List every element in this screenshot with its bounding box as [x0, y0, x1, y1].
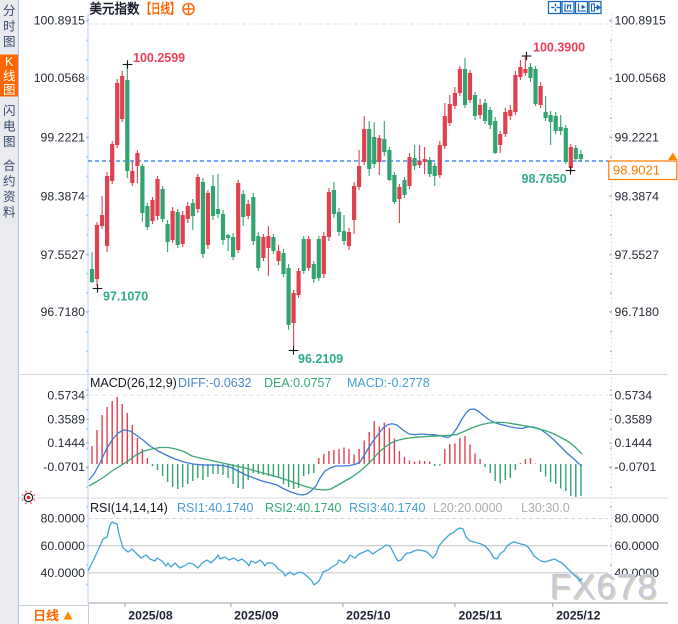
svg-text:K: K: [5, 55, 14, 69]
svg-text:L20:20.0000: L20:20.0000: [433, 501, 503, 515]
svg-text:100.8915: 100.8915: [615, 13, 666, 27]
svg-text:L30:30.0: L30:30.0: [521, 501, 570, 515]
svg-text:资: 资: [3, 190, 16, 204]
svg-text:合: 合: [3, 158, 16, 173]
svg-text:80.0000: 80.0000: [41, 512, 86, 526]
svg-text:图: 图: [3, 83, 16, 97]
svg-text:99.2221: 99.2221: [615, 130, 660, 144]
svg-text:2025/11: 2025/11: [459, 609, 503, 623]
svg-text:闪: 闪: [3, 104, 16, 118]
svg-text:96.7180: 96.7180: [41, 305, 86, 319]
svg-text:分: 分: [3, 4, 16, 18]
svg-text:RSI2:40.1740: RSI2:40.1740: [265, 501, 341, 515]
svg-text:0.1444: 0.1444: [615, 436, 653, 450]
svg-text:60.0000: 60.0000: [615, 539, 660, 553]
svg-text:RSI(14,14,14): RSI(14,14,14): [90, 501, 168, 515]
svg-text:97.5527: 97.5527: [615, 248, 660, 262]
svg-text:0.3589: 0.3589: [47, 412, 85, 426]
svg-text:DIFF:-0.0632: DIFF:-0.0632: [178, 376, 252, 390]
svg-text:96.7180: 96.7180: [615, 305, 660, 319]
svg-text:100.8915: 100.8915: [34, 13, 85, 27]
svg-text:40.0000: 40.0000: [615, 566, 660, 580]
svg-text:RSI3:40.1740: RSI3:40.1740: [349, 501, 425, 515]
svg-text:FX678: FX678: [551, 569, 659, 608]
svg-text:98.9021: 98.9021: [613, 163, 660, 178]
svg-text:0.1444: 0.1444: [47, 436, 85, 450]
svg-text:2025/12: 2025/12: [556, 609, 601, 623]
svg-text:【日线】: 【日线】: [142, 1, 180, 17]
svg-text:98.7650: 98.7650: [522, 172, 567, 186]
svg-text:80.0000: 80.0000: [615, 512, 660, 526]
svg-text:-0.0701: -0.0701: [43, 460, 85, 474]
svg-text:96.2109: 96.2109: [298, 352, 343, 366]
svg-text:RSI1:40.1740: RSI1:40.1740: [177, 501, 253, 515]
svg-text:日线: 日线: [33, 608, 60, 623]
svg-text:0.5734: 0.5734: [615, 388, 653, 402]
svg-text:97.1070: 97.1070: [103, 290, 148, 304]
svg-text:图: 图: [3, 35, 16, 49]
svg-text:40.0000: 40.0000: [41, 566, 86, 580]
svg-text:美元指数: 美元指数: [90, 1, 140, 17]
svg-text:MACD(26,12,9): MACD(26,12,9): [90, 376, 177, 390]
svg-text:0.5734: 0.5734: [47, 388, 85, 402]
svg-text:线: 线: [3, 70, 16, 84]
svg-text:时: 时: [3, 20, 16, 34]
svg-text:99.2221: 99.2221: [41, 130, 86, 144]
svg-text:电: 电: [3, 120, 16, 134]
svg-text:97.5527: 97.5527: [41, 248, 86, 262]
svg-text:料: 料: [3, 206, 16, 220]
svg-text:图: 图: [3, 135, 16, 149]
svg-text:100.2599: 100.2599: [133, 51, 185, 65]
svg-text:100.0568: 100.0568: [34, 71, 85, 85]
svg-text:FX678: FX678: [550, 568, 658, 607]
svg-text:0.3589: 0.3589: [615, 412, 653, 426]
svg-text:98.3874: 98.3874: [41, 189, 86, 203]
svg-text:98.3874: 98.3874: [615, 189, 660, 203]
svg-text:DEA:0.0757: DEA:0.0757: [264, 376, 331, 390]
svg-text:MACD:-0.2778: MACD:-0.2778: [347, 376, 430, 390]
svg-text:100.3900: 100.3900: [533, 41, 585, 55]
svg-text:2025/08: 2025/08: [128, 609, 173, 623]
svg-text:约: 约: [3, 174, 16, 189]
svg-text:60.0000: 60.0000: [41, 539, 86, 553]
svg-text:-0.0701: -0.0701: [615, 460, 657, 474]
svg-text:2025/09: 2025/09: [234, 609, 279, 623]
svg-text:2025/10: 2025/10: [346, 609, 391, 623]
svg-text:100.0568: 100.0568: [615, 71, 666, 85]
